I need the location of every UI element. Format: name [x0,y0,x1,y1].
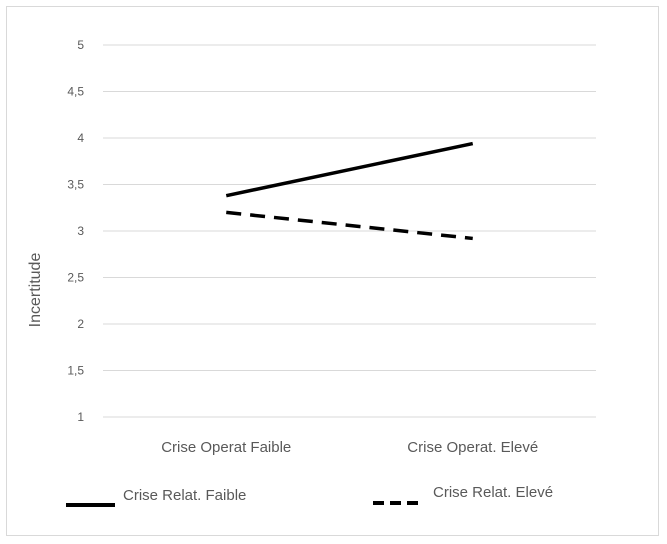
legend-label: Crise Relat. Faible [123,487,246,504]
x-category-labels: Crise Operat Faible Crise Operat. Elevé [161,439,538,456]
y-tick-label: 1 [77,410,84,424]
series-line-0 [225,141,474,198]
y-tick-label: 3,5 [67,178,84,192]
y-tick-label: 5 [77,38,84,52]
gridlines [103,44,596,418]
chart-frame [6,6,659,536]
y-tick-label: 2 [77,317,84,331]
legend-item: Crise Relat. Faible [66,487,246,507]
y-tick-label: 4 [77,131,84,145]
series-lines [225,141,474,241]
legend-item: Crise Relat. Elevé [373,484,553,505]
y-axis-label: Incertitude [27,253,44,328]
x-category-label: Crise Operat. Elevé [407,439,538,456]
x-category-label: Crise Operat Faible [161,439,291,456]
y-tick-labels: 1 1,5 2 2,5 3 3,5 4 4,5 5 [67,38,84,424]
legend-label: Crise Relat. Elevé [433,484,553,501]
series-line-1 [226,210,473,241]
legend: Crise Relat. Faible Crise Relat. Elevé [66,484,553,507]
y-tick-label: 3 [77,224,84,238]
y-tick-label: 2,5 [67,271,84,285]
y-tick-label: 1,5 [67,364,84,378]
y-tick-label: 4,5 [67,85,84,99]
